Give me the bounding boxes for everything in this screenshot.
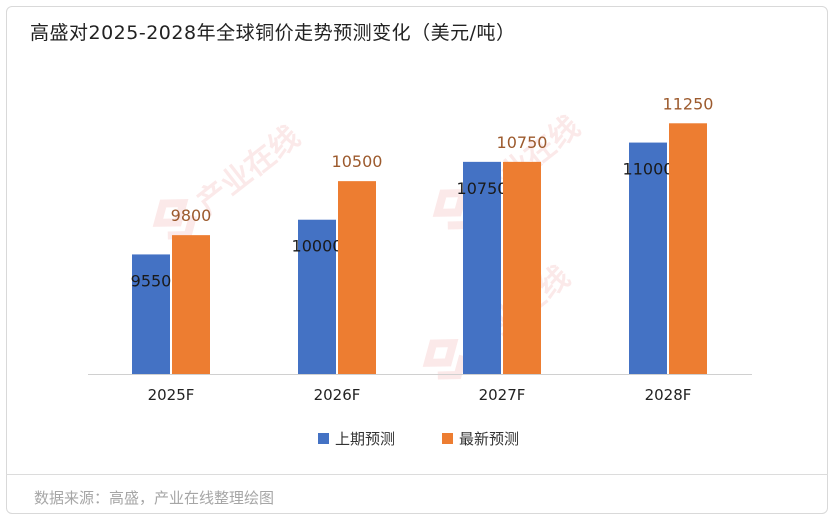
bar-最新预测-2026F — [338, 181, 376, 374]
bar-最新预测-2028F — [669, 123, 707, 375]
data-label: 9550 — [131, 271, 172, 290]
bar-chart: 产业在线产业在线产业在线955098002025F10000105002026F… — [88, 94, 752, 404]
legend-label: 最新预测 — [459, 430, 520, 448]
bar-上期预测-2027F — [463, 161, 501, 374]
data-label: 10750 — [497, 133, 548, 152]
bar-上期预测-2026F — [298, 219, 336, 374]
legend-item: 最新预测 — [442, 428, 519, 449]
x-tick-label: 2026F — [314, 386, 361, 404]
bar-最新预测-2027F — [503, 161, 541, 374]
watermark: 产业在线 — [152, 119, 307, 240]
data-label: 10500 — [332, 152, 383, 171]
legend-item: 上期预测 — [318, 428, 395, 449]
data-label: 11250 — [663, 94, 714, 113]
chart-title: 高盛对2025-2028年全球铜价走势预测变化（美元/吨） — [30, 22, 516, 44]
chart-legend: 上期预测 最新预测 — [0, 428, 836, 448]
data-label: 10750 — [457, 179, 508, 198]
legend-swatch — [442, 433, 453, 444]
bar-最新预测-2025F — [172, 235, 210, 374]
x-tick-label: 2028F — [645, 386, 692, 404]
data-label: 11000 — [623, 160, 674, 179]
source-note: 数据来源：高盛，产业在线整理绘图 — [34, 489, 275, 507]
bar-上期预测-2025F — [132, 254, 170, 374]
footer-divider — [6, 474, 828, 475]
data-label: 10000 — [292, 237, 343, 256]
legend-swatch — [318, 433, 329, 444]
bar-上期预测-2028F — [629, 142, 667, 374]
watermark-logo-icon — [422, 339, 467, 380]
x-tick-label: 2025F — [148, 386, 195, 404]
x-tick-label: 2027F — [479, 386, 526, 404]
data-label: 9800 — [171, 206, 212, 225]
legend-label: 上期预测 — [335, 430, 396, 448]
